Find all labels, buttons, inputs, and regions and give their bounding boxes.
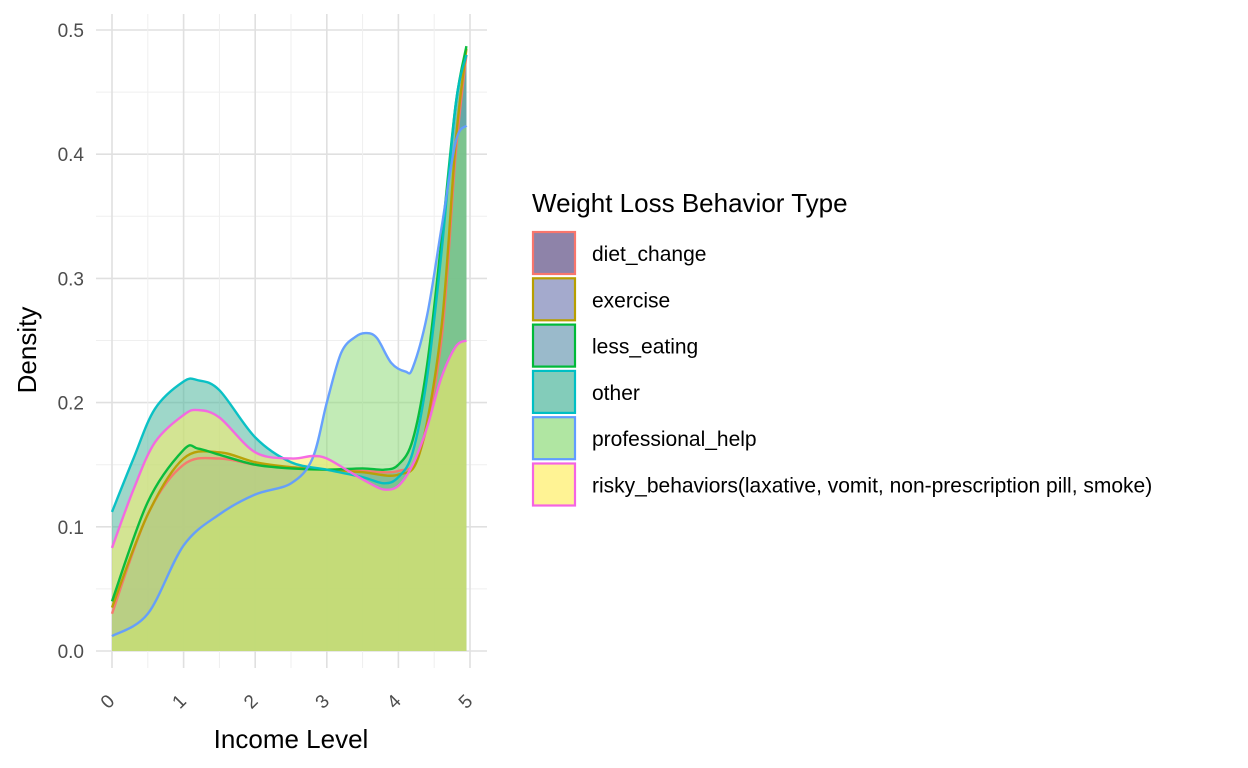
density-line-1 <box>110 48 468 608</box>
legend-label: professional_help <box>592 428 757 451</box>
legend-key-1 <box>531 277 577 322</box>
y-tick-label: 0.4 <box>58 145 85 166</box>
y-tick-label: 0.1 <box>58 518 84 539</box>
density-line-2 <box>110 45 468 602</box>
x-tick-label: 2 <box>240 691 262 713</box>
legend: Weight Loss Behavior Type diet_changeexe… <box>531 188 1152 507</box>
x-tick-label: 0 <box>97 691 119 713</box>
legend-label: other <box>592 382 640 405</box>
legend-label: risky_behaviors(laxative, vomit, non-pre… <box>592 475 1152 498</box>
density-areas <box>112 46 467 651</box>
legend-label: exercise <box>592 289 670 312</box>
x-axis-ticks: 0 1 2 3 4 5 <box>97 691 477 714</box>
density-lines <box>110 45 468 638</box>
legend-label: diet_change <box>592 243 706 266</box>
legend-title: Weight Loss Behavior Type <box>532 188 848 218</box>
y-axis-title: Density <box>12 307 42 394</box>
y-tick-label: 0.5 <box>58 21 84 42</box>
legend-label: less_eating <box>592 336 698 359</box>
y-tick-label: 0.3 <box>58 269 84 290</box>
x-tick-label: 4 <box>383 691 406 714</box>
legend-key-4 <box>531 416 577 461</box>
density-area-5 <box>112 340 467 651</box>
legend-key-0 <box>531 230 577 276</box>
legend-key-5 <box>531 462 577 507</box>
x-tick-label: 5 <box>455 691 477 713</box>
legend-key-3 <box>531 369 577 414</box>
density-line-5 <box>110 339 468 549</box>
x-tick-label: 1 <box>169 691 191 713</box>
y-tick-label: 0.0 <box>58 642 84 663</box>
y-tick-label: 0.2 <box>58 394 84 415</box>
density-line-4 <box>111 124 468 638</box>
y-axis-ticks: 0.0 0.1 0.2 0.3 0.4 0.5 <box>58 21 85 663</box>
density-line-3 <box>110 54 468 513</box>
x-axis-title: Income Level <box>214 724 369 754</box>
legend-key-2 <box>531 323 577 368</box>
x-tick-label: 3 <box>312 691 334 713</box>
